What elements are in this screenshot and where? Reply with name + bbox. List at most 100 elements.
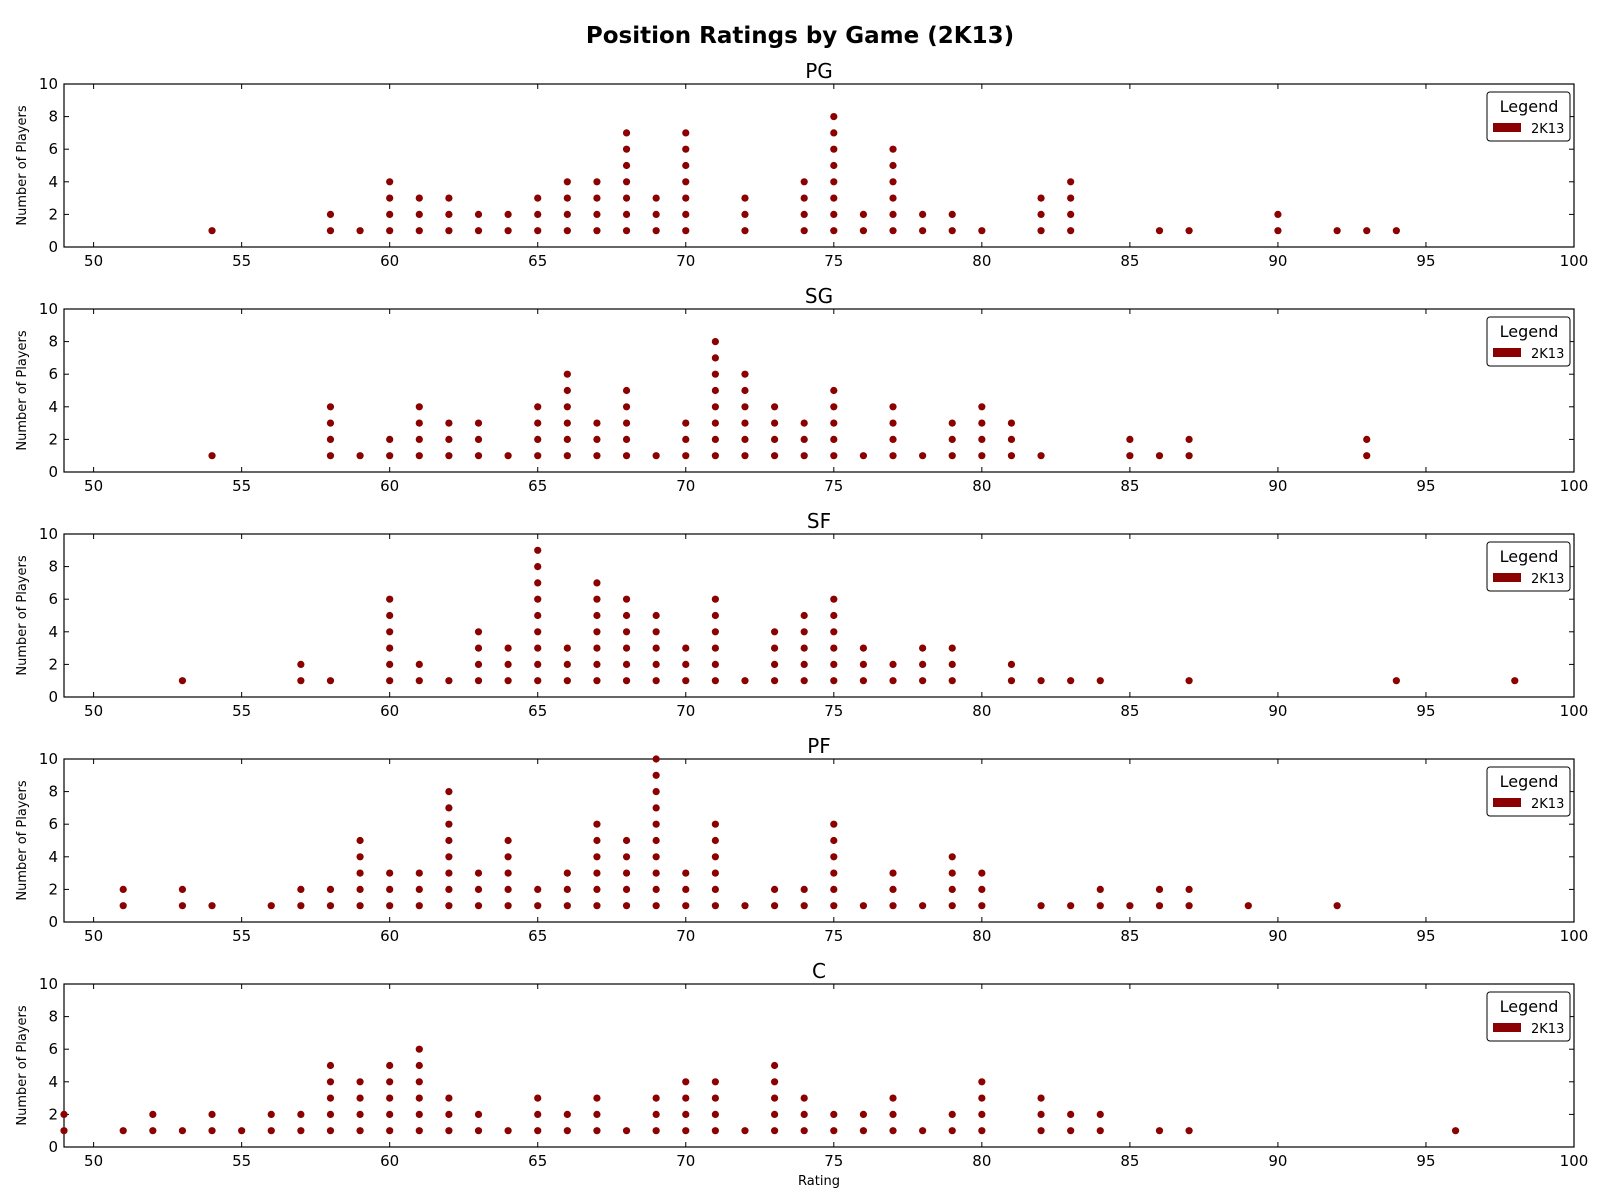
data-point bbox=[1067, 1110, 1075, 1118]
data-point bbox=[534, 902, 542, 910]
data-point bbox=[386, 227, 394, 235]
data-point bbox=[652, 788, 660, 796]
legend-title: Legend bbox=[1500, 322, 1559, 341]
data-point bbox=[534, 579, 542, 587]
data-point bbox=[1126, 452, 1134, 460]
data-point bbox=[770, 419, 779, 427]
data-point bbox=[386, 1094, 394, 1102]
data-point bbox=[652, 227, 660, 235]
data-point bbox=[563, 210, 571, 218]
data-point bbox=[208, 1110, 216, 1118]
data-point bbox=[948, 435, 956, 443]
data-point bbox=[770, 1061, 779, 1070]
data-point bbox=[711, 885, 719, 894]
data-point bbox=[652, 1110, 660, 1118]
data-point bbox=[622, 611, 631, 620]
x-tick-label: 75 bbox=[824, 927, 843, 945]
data-point bbox=[889, 1110, 897, 1118]
data-point bbox=[445, 419, 453, 427]
y-tick-label: 2 bbox=[48, 430, 58, 448]
data-point bbox=[711, 902, 719, 910]
data-point bbox=[445, 452, 453, 460]
data-point bbox=[948, 227, 956, 235]
y-axis-label: Number of Players bbox=[15, 555, 30, 675]
data-point bbox=[1244, 902, 1252, 910]
data-point bbox=[652, 677, 660, 685]
data-point bbox=[445, 210, 453, 218]
data-point bbox=[1037, 677, 1045, 685]
data-point bbox=[948, 660, 956, 669]
data-point bbox=[356, 902, 364, 910]
legend-swatch bbox=[1493, 798, 1521, 807]
y-tick-label: 6 bbox=[48, 815, 58, 833]
data-point bbox=[1096, 1110, 1104, 1118]
data-point bbox=[386, 178, 394, 186]
y-tick-label: 6 bbox=[48, 590, 58, 608]
x-tick-label: 85 bbox=[1120, 1152, 1139, 1170]
y-tick-label: 4 bbox=[48, 1073, 58, 1091]
y-tick-label: 4 bbox=[48, 173, 58, 191]
data-point bbox=[474, 435, 483, 443]
x-tick-label: 95 bbox=[1416, 252, 1435, 270]
y-axis-label: Number of Players bbox=[15, 780, 30, 900]
x-tick-label: 70 bbox=[676, 1152, 695, 1170]
data-point bbox=[474, 1110, 483, 1118]
data-point bbox=[1363, 227, 1371, 235]
x-tick-label: 70 bbox=[676, 927, 695, 945]
data-point bbox=[770, 644, 779, 652]
data-point bbox=[1007, 435, 1016, 443]
y-tick-label: 0 bbox=[48, 913, 58, 931]
y-tick-label: 10 bbox=[39, 300, 58, 318]
data-point bbox=[652, 194, 660, 202]
data-point bbox=[534, 677, 542, 685]
data-point bbox=[534, 644, 542, 652]
data-point bbox=[445, 194, 453, 202]
y-tick-label: 10 bbox=[39, 525, 58, 543]
data-point bbox=[830, 836, 838, 845]
x-tick-label: 85 bbox=[1120, 927, 1139, 945]
data-point bbox=[948, 419, 956, 427]
data-point bbox=[534, 210, 542, 218]
data-point bbox=[830, 129, 838, 137]
data-point bbox=[948, 885, 956, 894]
data-point bbox=[889, 403, 897, 411]
data-point bbox=[1155, 227, 1164, 235]
data-point bbox=[800, 677, 808, 685]
data-point bbox=[326, 885, 335, 894]
subplot-title: PG bbox=[805, 59, 833, 83]
data-point bbox=[830, 161, 838, 170]
data-point bbox=[1185, 902, 1193, 910]
data-point bbox=[356, 1078, 364, 1086]
data-point bbox=[1155, 885, 1164, 894]
data-point bbox=[1126, 902, 1134, 910]
data-point bbox=[504, 227, 512, 235]
data-point bbox=[652, 1127, 660, 1135]
data-point bbox=[415, 1061, 423, 1070]
data-point bbox=[800, 611, 808, 620]
data-point bbox=[1126, 435, 1134, 443]
data-point bbox=[474, 210, 483, 218]
x-tick-label: 85 bbox=[1120, 702, 1139, 720]
data-point bbox=[1185, 227, 1193, 235]
data-point bbox=[1067, 227, 1075, 235]
data-point bbox=[1274, 210, 1282, 218]
series-2k13 bbox=[60, 1045, 1460, 1135]
data-point bbox=[652, 1094, 660, 1102]
series-2k13 bbox=[119, 755, 1341, 910]
plot-area bbox=[63, 83, 1575, 248]
data-point bbox=[770, 435, 779, 443]
x-tick-label: 50 bbox=[84, 702, 103, 720]
data-point bbox=[326, 452, 335, 460]
data-point bbox=[711, 452, 719, 460]
data-point bbox=[1037, 194, 1045, 202]
data-point bbox=[682, 869, 690, 877]
data-point bbox=[1067, 677, 1075, 685]
y-tick-label: 0 bbox=[48, 463, 58, 481]
x-tick-label: 75 bbox=[824, 252, 843, 270]
data-point bbox=[770, 677, 779, 685]
data-point bbox=[830, 227, 838, 235]
x-tick-label: 60 bbox=[380, 1152, 399, 1170]
data-point bbox=[386, 644, 394, 652]
data-point bbox=[770, 1110, 779, 1118]
y-tick-label: 8 bbox=[48, 783, 58, 801]
